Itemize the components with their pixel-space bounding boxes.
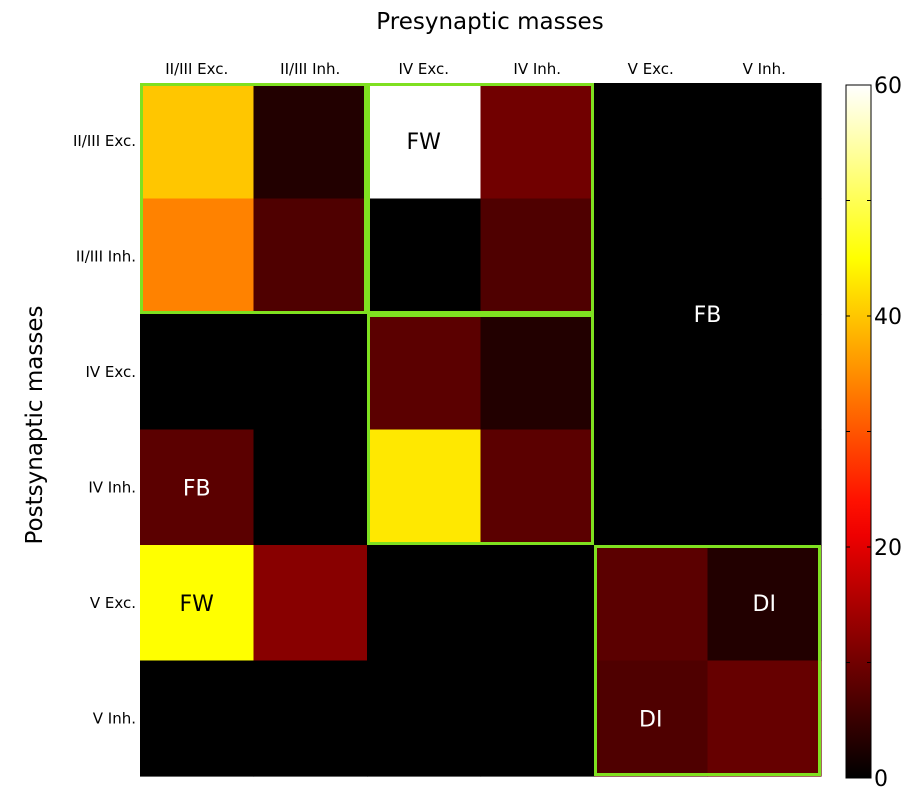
y-tick-label: IV Exc. [85, 363, 136, 381]
heatmap-cell [480, 198, 595, 315]
heatmap-cell [594, 83, 709, 200]
heatmap-cell [253, 83, 368, 200]
colorbar: 0 20 40 60 [845, 74, 902, 790]
heatmap-cell [253, 660, 368, 777]
block-outline [367, 314, 594, 545]
colorbar-tick-label: 60 [874, 74, 902, 99]
x-tick-labels: II/III Exc. II/III Inh. IV Exc. IV Inh. V Ex… [165, 60, 786, 78]
x-axis-label: Presynaptic masses [376, 9, 603, 35]
heatmap-cell [367, 198, 482, 315]
y-tick-label: II/III Exc. [73, 132, 136, 150]
colorbar-tick-label: 20 [874, 536, 902, 561]
heatmap-cell [140, 545, 255, 662]
annotation-label: FB [694, 303, 722, 328]
annotation-label: DI [753, 592, 776, 617]
heatmap-cell [480, 429, 595, 546]
heatmap-cell [480, 83, 595, 200]
block-outline [594, 545, 821, 776]
heatmap-cells [140, 83, 822, 777]
block-outline [140, 83, 367, 314]
y-tick-label: IV Inh. [88, 478, 136, 496]
heatmap-cell [253, 198, 368, 315]
heatmap-cell [707, 198, 822, 315]
heatmap-cell [367, 545, 482, 662]
annotations: FW FB FB FW DI DI [180, 130, 776, 733]
x-tick-label: V Exc. [628, 60, 674, 78]
heatmap-cell [367, 83, 482, 200]
heatmap-cell [367, 429, 482, 546]
x-tick-label: II/III Inh. [280, 60, 340, 78]
heatmap-cell [140, 83, 255, 200]
heatmap-cell [253, 314, 368, 431]
heatmap-cell [707, 314, 822, 431]
annotation-label: FB [183, 476, 211, 501]
heatmap-cell [594, 314, 709, 431]
heatmap-cell [594, 545, 709, 662]
heatmap-cell [707, 660, 822, 777]
heatmap-cell [367, 660, 482, 777]
heatmap-cell [480, 545, 595, 662]
annotation-label: FW [407, 130, 442, 155]
heatmap-cell [253, 429, 368, 546]
y-axis-label: Postsynaptic masses [22, 306, 48, 545]
heatmap-cell [707, 83, 822, 200]
heatmap-cell [707, 545, 822, 662]
x-tick-label: V Inh. [743, 60, 786, 78]
heatmap-cell [594, 660, 709, 777]
x-tick-label: IV Exc. [398, 60, 449, 78]
y-tick-label: II/III Inh. [76, 247, 136, 265]
heatmap-cell [140, 314, 255, 431]
colorbar-tick-label: 40 [874, 305, 902, 330]
colorbar-tick-label: 0 [874, 767, 888, 790]
heatmap-cell [594, 198, 709, 315]
y-tick-label: V Exc. [90, 594, 136, 612]
y-tick-label: V Inh. [93, 709, 136, 727]
heatmap-cell [367, 314, 482, 431]
y-tick-labels: II/III Exc. II/III Inh. IV Exc. IV Inh. V Ex… [73, 132, 136, 728]
x-tick-label: II/III Exc. [165, 60, 228, 78]
heatmap-cell [707, 429, 822, 546]
heatmap-cell [140, 660, 255, 777]
heatmap-cell [253, 545, 368, 662]
block-outlines [140, 83, 821, 776]
block-outline [367, 83, 594, 314]
heatmap-cell [140, 429, 255, 546]
annotation-label: DI [639, 707, 662, 732]
heatmap-cell [480, 314, 595, 431]
annotation-label: FW [180, 592, 215, 617]
heatmap-cell [480, 660, 595, 777]
heatmap-cell [140, 198, 255, 315]
x-tick-label: IV Inh. [513, 60, 561, 78]
heatmap-cell [594, 429, 709, 546]
